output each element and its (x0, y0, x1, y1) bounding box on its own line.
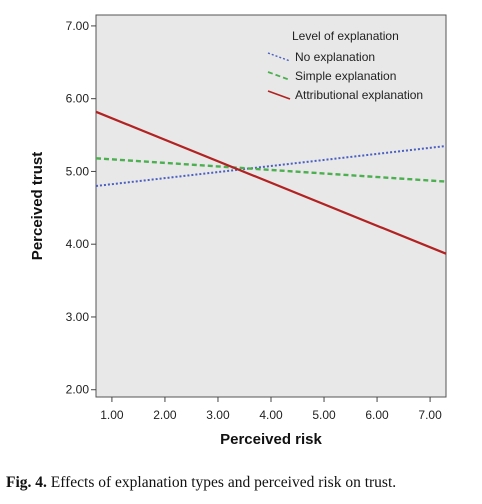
series-line-3 (95, 110, 447, 255)
legend-label: Attributional explanation (295, 88, 423, 102)
series-line-2 (95, 157, 447, 183)
series-lines (95, 110, 447, 255)
y-tick-label: 7.00 (66, 19, 90, 33)
x-axis: 1.00 2.00 3.00 4.00 5.00 6.00 7.00 (100, 397, 442, 422)
caption-text: Effects of explanation types and perceiv… (50, 474, 397, 491)
x-tick-label: 6.00 (365, 408, 389, 422)
x-tick-label: 3.00 (206, 408, 230, 422)
x-tick-label: 1.00 (100, 408, 124, 422)
legend-swatch (267, 90, 291, 100)
caption-label: Fig. 4. (6, 474, 47, 491)
legend-swatch (267, 71, 291, 81)
series-line-1 (95, 145, 447, 187)
y-tick-label: 5.00 (66, 164, 90, 178)
legend-title: Level of explanation (292, 29, 399, 43)
legend-label: No explanation (295, 50, 375, 64)
legend: Level of explanation No explanation Simpl… (267, 29, 423, 102)
x-axis-title: Perceived risk (220, 431, 322, 448)
plot-area (95, 14, 447, 398)
x-tick-label: 7.00 (418, 408, 442, 422)
legend-label: Simple explanation (295, 69, 396, 83)
x-tick-label: 4.00 (259, 408, 283, 422)
y-tick-label: 3.00 (66, 310, 90, 324)
y-tick-label: 6.00 (66, 92, 90, 106)
x-tick-label: 5.00 (312, 408, 336, 422)
y-tick-label: 4.00 (66, 237, 90, 251)
y-axis-title: Perceived trust (29, 152, 46, 260)
x-tick-label: 2.00 (153, 408, 177, 422)
y-axis: 2.00 3.00 4.00 5.00 6.00 7.00 (66, 19, 96, 397)
figure-caption: Fig. 4. Effects of explanation types and… (6, 474, 476, 492)
y-tick-label: 2.00 (66, 383, 90, 397)
chart: 2.00 3.00 4.00 5.00 6.00 7.00 1.00 2.00 3.00 4.0… (29, 14, 447, 448)
